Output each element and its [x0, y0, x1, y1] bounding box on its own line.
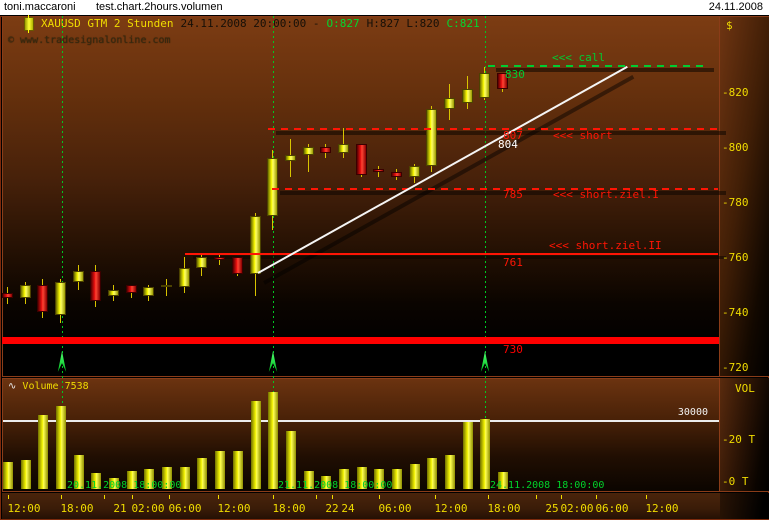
price-chart-pane[interactable] [2, 16, 720, 377]
price-axis[interactable] [720, 16, 769, 377]
volume-axis[interactable] [720, 378, 769, 492]
titlebar-date: 24.11.2008 [708, 1, 763, 13]
chart-document-tab[interactable]: test.chart.2hours.volumen [96, 1, 223, 13]
workspace-user-label[interactable]: toni.maccaroni [4, 1, 76, 13]
title-bar: toni.maccaroni test.chart.2hours.volumen… [0, 0, 769, 16]
axis-corner [720, 493, 769, 519]
time-axis[interactable] [2, 493, 720, 519]
volume-pane[interactable] [2, 378, 720, 492]
